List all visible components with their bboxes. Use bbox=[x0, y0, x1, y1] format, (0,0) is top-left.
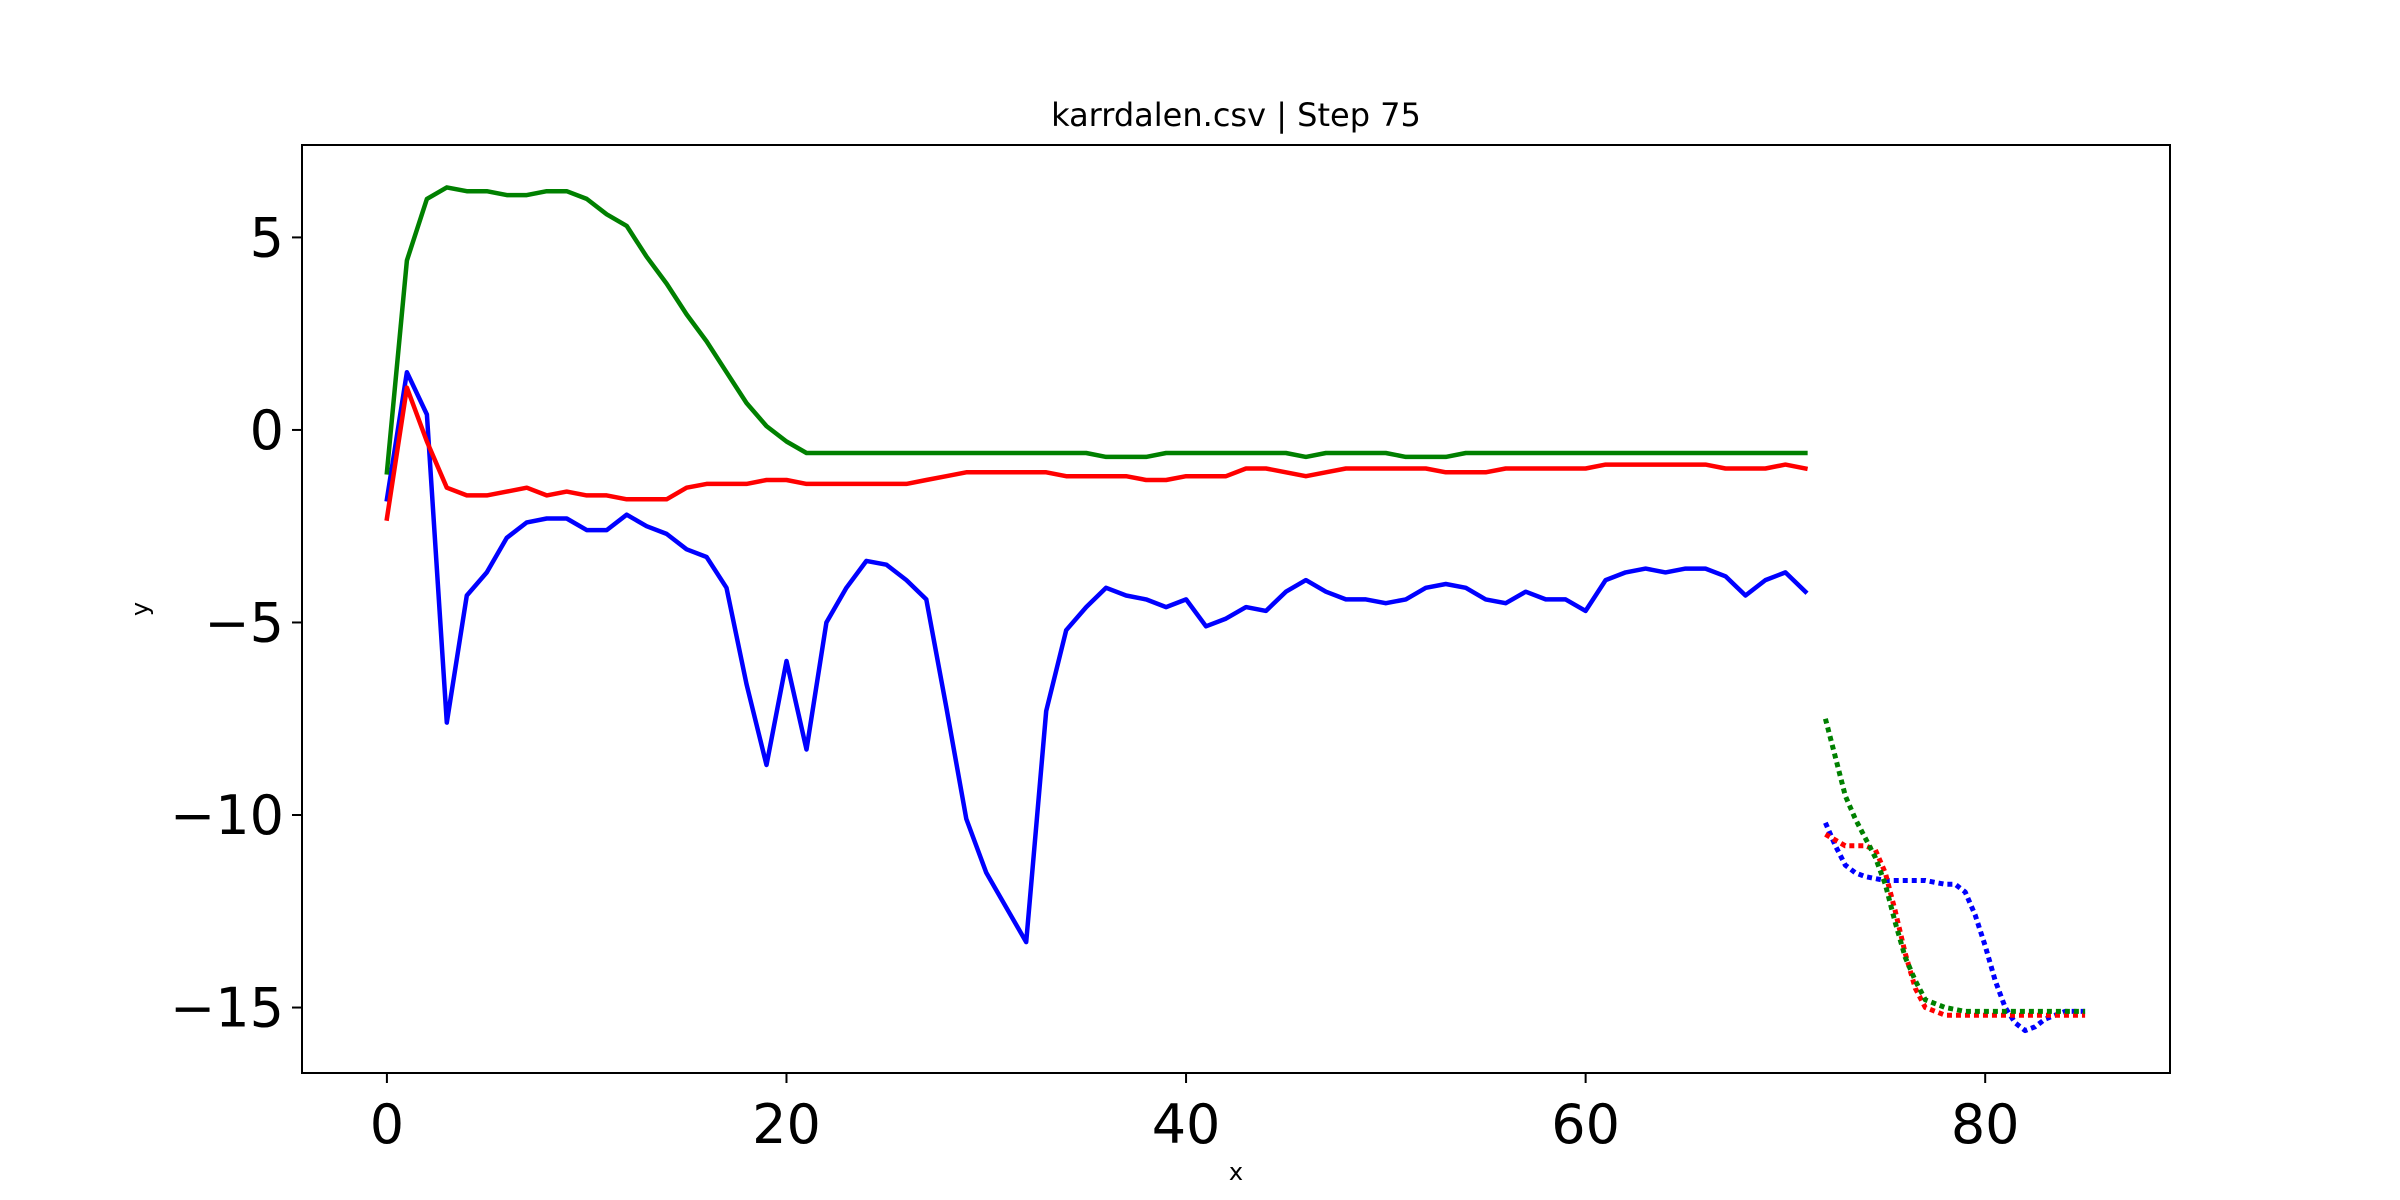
series-line-5-dotted bbox=[1822, 718, 2086, 1014]
x-tick-label: 20 bbox=[752, 1093, 821, 1156]
y-tick-label: 0 bbox=[250, 399, 284, 462]
y-tick-label: 5 bbox=[250, 206, 284, 269]
y-tick-label: −15 bbox=[170, 977, 284, 1040]
series-line-2 bbox=[384, 185, 1808, 475]
x-tick-label: 0 bbox=[370, 1093, 404, 1156]
series-layer bbox=[384, 185, 2086, 1034]
x-tick-label: 60 bbox=[1551, 1093, 1620, 1156]
x-tick-label: 40 bbox=[1152, 1093, 1221, 1156]
y-axis-label: y bbox=[126, 602, 154, 616]
series-line-1 bbox=[384, 385, 1809, 522]
chart-title: karrdalen.csv | Step 75 bbox=[1051, 96, 1421, 134]
x-axis: 0 20 40 60 80 bbox=[370, 1073, 2020, 1156]
x-tick-label: 80 bbox=[1951, 1093, 2020, 1156]
y-axis: 5 0 −5 −10 −15 bbox=[170, 206, 302, 1040]
series-line-0 bbox=[384, 369, 1809, 945]
y-tick-label: −10 bbox=[170, 784, 284, 847]
y-tick-label: −5 bbox=[204, 591, 284, 654]
series-line-3-dotted bbox=[1823, 821, 2086, 1034]
x-axis-label: x bbox=[1229, 1158, 1243, 1186]
series-line-4-dotted bbox=[1824, 832, 2086, 1018]
plot-frame bbox=[301, 144, 2171, 1074]
